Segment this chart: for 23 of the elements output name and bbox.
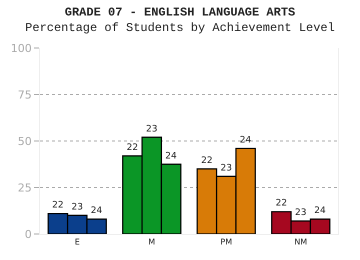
text: 24: [165, 151, 177, 162]
y-tick-label: 100: [10, 42, 32, 55]
text: 23: [146, 124, 158, 134]
text: 23: [295, 208, 306, 218]
series-label: 23: [72, 202, 83, 212]
x-tick-label: M: [148, 238, 156, 247]
text: 24: [240, 135, 252, 146]
series-label: 24: [90, 206, 102, 216]
x-tick-label: PM: [220, 238, 232, 247]
chart-subtitle: Percentage of Students by Achievement Level: [25, 21, 335, 36]
y-tick-label: 25: [18, 181, 32, 194]
text: 22: [126, 142, 138, 153]
text: 24: [314, 206, 326, 216]
y-tick-label: 0: [24, 228, 32, 241]
x-tick-label: NM: [294, 238, 308, 247]
series-label: 22: [52, 200, 64, 211]
text: 22: [276, 198, 288, 209]
y-tick-label: 50: [18, 134, 32, 148]
y-tick-label: 75: [18, 88, 32, 102]
x-tick-label: E: [74, 238, 80, 247]
chart-title: GRADE 07 - ENGLISH LANGUAGE ARTS: [64, 6, 296, 20]
text: 23: [220, 163, 232, 174]
text: 22: [201, 156, 213, 166]
